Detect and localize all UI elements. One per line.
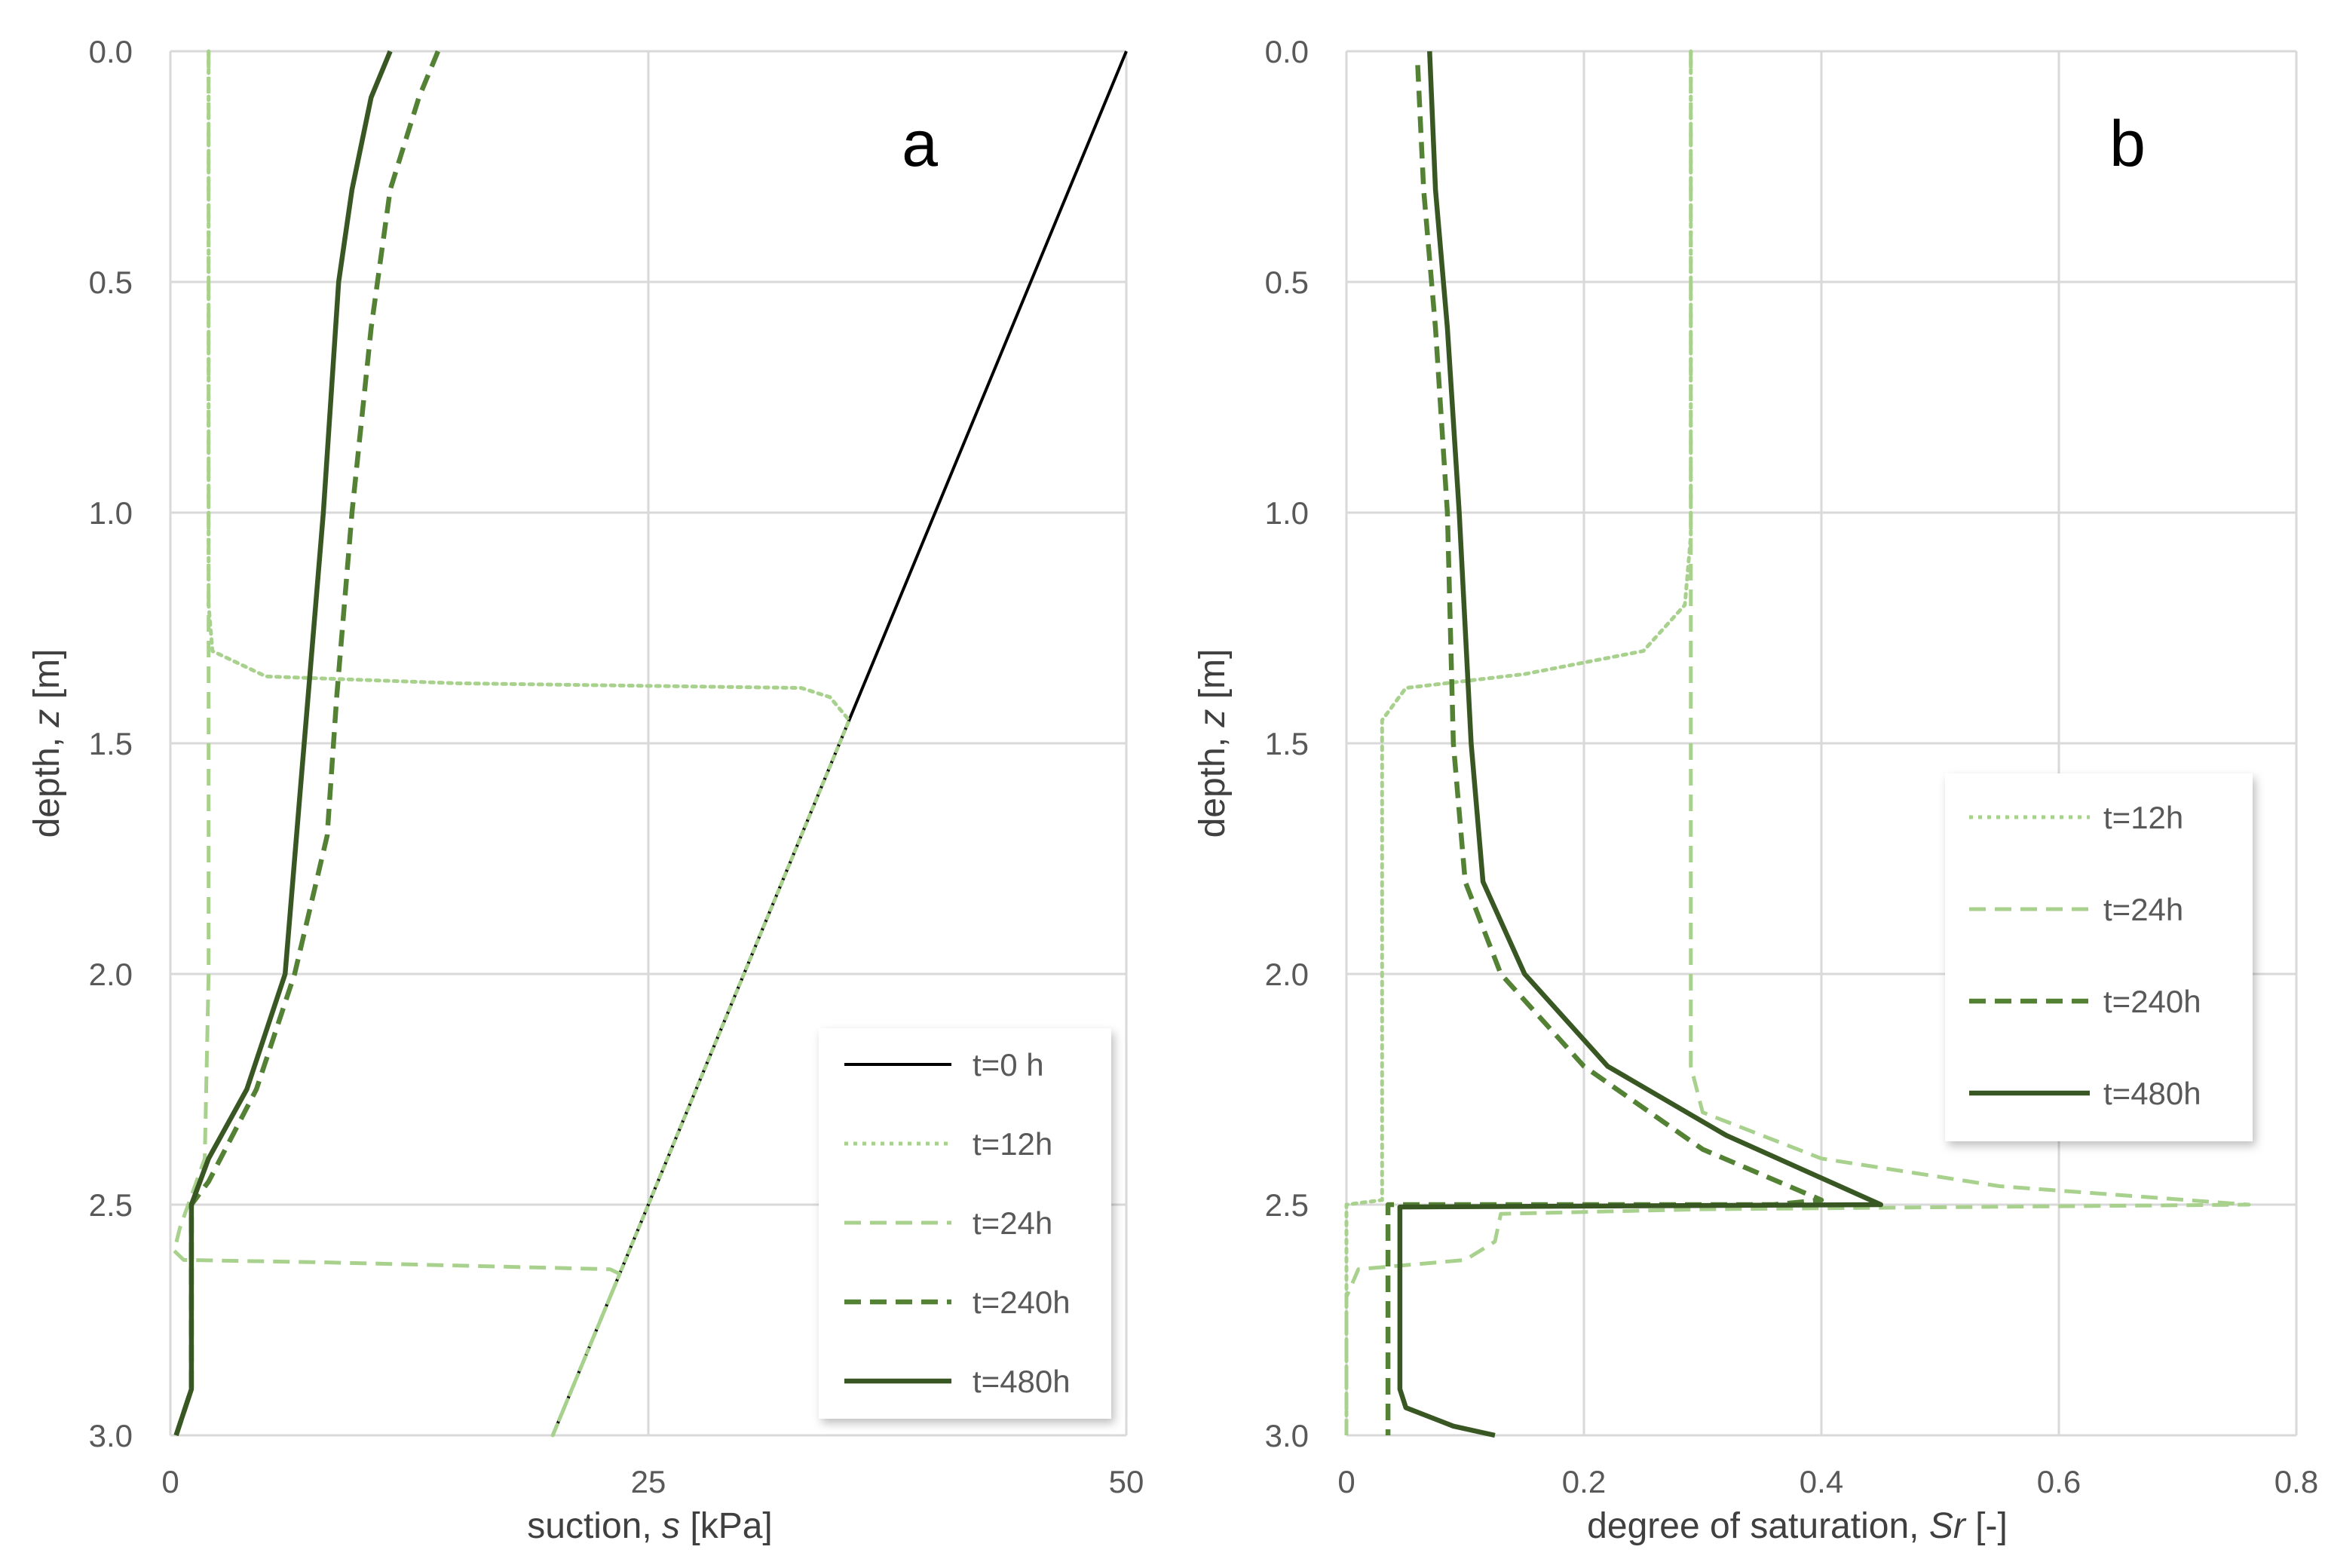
panel-a-y-tick-label: 1.5 (89, 726, 133, 761)
panel-b-letter: b (2109, 108, 2146, 180)
panel-b-y-tick-label: 1.5 (1265, 726, 1309, 761)
panel-a-y-tick-label: 2.5 (89, 1187, 133, 1223)
panel-b-series-line (1397, 51, 1884, 1438)
panel-a-series (172, 49, 1128, 1438)
panel-b-y-tick-label: 0.5 (1265, 265, 1309, 300)
panel-a-y-tick-label: 1.0 (89, 495, 133, 531)
panel-a-legend-label: t=0 h (973, 1047, 1044, 1083)
panel-a-x-axis-title: suction, s [kPa] (527, 1506, 772, 1546)
panel-b-y-tick-label: 2.5 (1265, 1187, 1309, 1223)
panel-a-x-ticks: 0 25 50 (161, 1464, 1144, 1499)
panel-b: 0.0 0.5 1.0 1.5 2.0 2.5 3.0 0 0.2 0.4 0.6 0.8 b de… (1193, 34, 2318, 1546)
panel-b-y-tick-label: 0.0 (1265, 34, 1309, 69)
panel-a-series-line (173, 50, 393, 1437)
panel-b-y-tick-label: 3.0 (1265, 1418, 1309, 1453)
panel-a-y-tick-label: 2.0 (89, 957, 133, 992)
panel-a: 0.0 0.5 1.0 1.5 2.0 2.5 3.0 0 25 50 a suction, s… (27, 34, 1144, 1546)
panel-b-legend-box (1945, 773, 2253, 1141)
panel-b-x-ticks: 0 0.2 0.4 0.6 0.8 (1337, 1464, 2318, 1499)
panel-b-x-axis-title: degree of saturation, Sr [-] (1587, 1506, 2008, 1546)
panel-b-y-tick-label: 2.0 (1265, 957, 1309, 992)
panel-b-series (1344, 49, 2251, 1438)
panel-a-legend-box (819, 1028, 1111, 1419)
panel-b-legend-label: t=12h (2103, 800, 2183, 835)
panel-b-legend-label: t=480h (2103, 1076, 2201, 1111)
panel-a-x-tick-label: 50 (1109, 1464, 1144, 1499)
panel-b-x-tick-label: 0.6 (2037, 1464, 2081, 1499)
panel-b-x-tick-label: 0 (1337, 1464, 1355, 1499)
panel-b-legend-label: t=24h (2103, 892, 2183, 927)
panel-b-series-line (1344, 49, 1693, 1438)
panel-a-y-tick-label: 3.0 (89, 1418, 133, 1453)
panel-a-legend: t=0 h t=12h t=24h t=240h t=480h (819, 1028, 1111, 1419)
panel-a-y-ticks: 0.0 0.5 1.0 1.5 2.0 2.5 3.0 (89, 34, 133, 1453)
panel-b-x-tick-label: 0.8 (2274, 1464, 2318, 1499)
panel-b-y-axis-title: depth, z [m] (1193, 649, 1233, 838)
panel-b-legend: t=12h t=24h t=240h t=480h (1945, 773, 2253, 1141)
panel-a-y-axis-title: depth, z [m] (27, 649, 67, 838)
panel-b-y-ticks: 0.0 0.5 1.0 1.5 2.0 2.5 3.0 (1265, 34, 1309, 1453)
panel-a-x-tick-label: 25 (631, 1464, 666, 1499)
panel-a-legend-label: t=12h (973, 1126, 1052, 1162)
panel-a-series-line (172, 51, 622, 1436)
panel-a-y-tick-label: 0.5 (89, 265, 133, 300)
panel-a-letter: a (902, 108, 938, 180)
panel-b-x-tick-label: 0.2 (1562, 1464, 1606, 1499)
panel-a-legend-label: t=24h (973, 1205, 1052, 1241)
panel-b-x-tick-label: 0.4 (1800, 1464, 1843, 1499)
panel-b-y-tick-label: 1.0 (1265, 495, 1309, 531)
panel-b-series-line (1385, 65, 1824, 1435)
panel-b-grid (1345, 50, 2298, 1437)
panel-a-legend-label: t=480h (973, 1364, 1071, 1399)
panel-b-series-line (1344, 51, 2251, 1435)
panel-a-legend-label: t=240h (973, 1285, 1071, 1320)
panel-a-series-line (207, 49, 851, 1438)
panel-a-y-tick-label: 0.0 (89, 34, 133, 69)
panel-a-x-tick-label: 0 (161, 1464, 179, 1499)
panel-b-legend-label: t=240h (2103, 984, 2201, 1019)
